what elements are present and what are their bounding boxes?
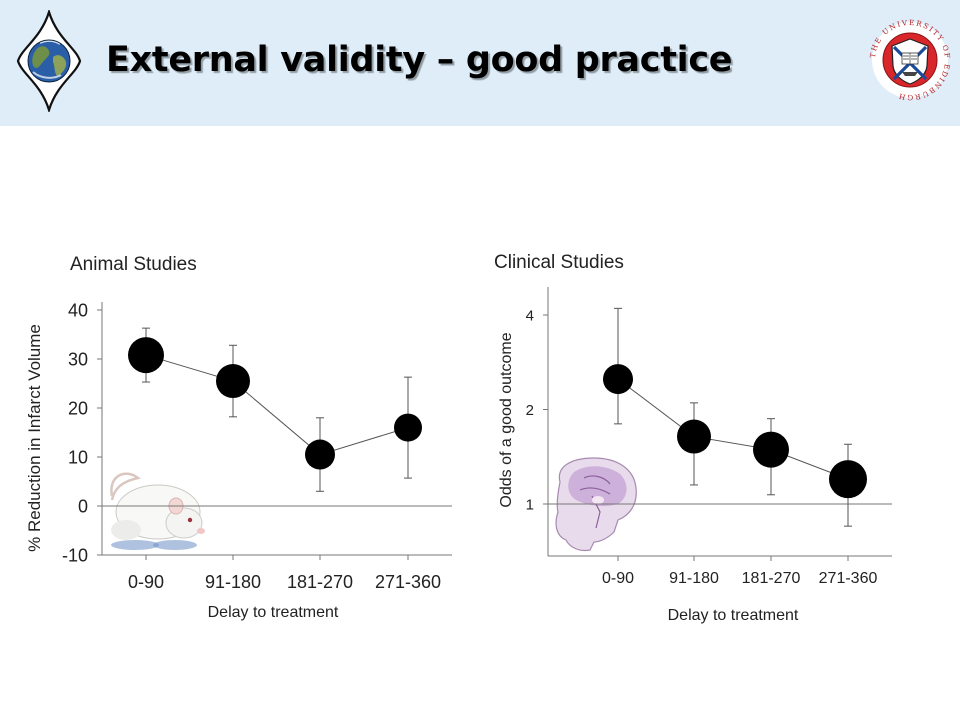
clinical-chart-title: Clinical Studies xyxy=(494,252,624,273)
x-tick-label: 0-90 xyxy=(128,572,164,592)
data-point xyxy=(753,431,789,468)
data-point xyxy=(394,413,422,442)
y-tick-label: 20 xyxy=(68,398,88,418)
y-tick-label: -10 xyxy=(62,545,88,565)
y-tick-label: 40 xyxy=(68,300,88,320)
y-tick-label: 4 xyxy=(526,307,534,324)
data-point xyxy=(677,419,711,454)
data-point xyxy=(305,439,335,470)
animal-y-axis-label: % Reduction in Infarct Volume xyxy=(25,324,44,552)
series-line xyxy=(145,354,409,456)
y-tick-label: 30 xyxy=(68,349,88,369)
y-tick-label: 1 xyxy=(526,496,534,513)
animal-chart-title: Animal Studies xyxy=(70,254,197,275)
x-tick-label: 181-270 xyxy=(287,572,353,592)
x-tick-label: 0-90 xyxy=(602,570,634,587)
x-tick-label: 271-360 xyxy=(375,572,441,592)
slide-title: External validity – good practice xyxy=(106,40,733,80)
clinical-y-axis-label: Odds of a good outcome xyxy=(498,332,515,507)
series-line xyxy=(617,378,849,480)
x-tick-label: 91-180 xyxy=(205,572,261,592)
data-point xyxy=(216,364,250,399)
x-tick-label: 91-180 xyxy=(669,570,719,587)
y-tick-label: 10 xyxy=(68,447,88,467)
data-point xyxy=(603,364,633,395)
data-point xyxy=(128,337,164,374)
animal-x-axis-label: Delay to treatment xyxy=(208,604,339,621)
slide-header xyxy=(0,0,960,126)
x-tick-label: 181-270 xyxy=(742,570,801,587)
faint-footnote-strip xyxy=(478,632,718,638)
university-of-edinburgh-crest: THE UNIVERSITY OF EDINBURGH xyxy=(868,18,951,102)
earth-globe-logo xyxy=(16,10,82,112)
x-tick-label: 271-360 xyxy=(819,570,878,587)
clinical-x-axis-label: Delay to treatment xyxy=(668,607,799,624)
y-tick-label: 2 xyxy=(526,402,534,419)
y-tick-label: 0 xyxy=(78,496,88,516)
data-point xyxy=(829,460,867,499)
